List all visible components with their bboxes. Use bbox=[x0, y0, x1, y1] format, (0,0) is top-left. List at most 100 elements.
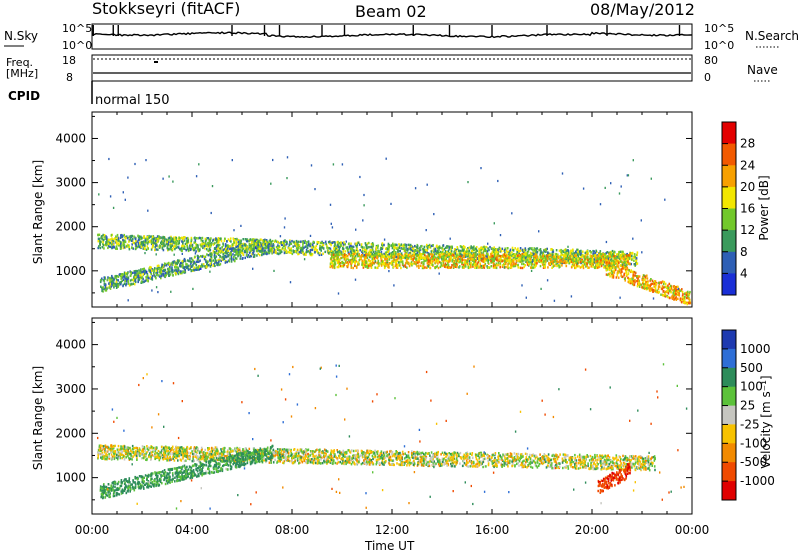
heatmap-cell bbox=[109, 281, 111, 284]
heatmap-cell bbox=[506, 251, 509, 254]
heatmap-cell bbox=[616, 272, 619, 275]
heatmap-cell bbox=[599, 256, 602, 259]
heatmap-cell bbox=[380, 253, 383, 256]
heatmap-cell bbox=[120, 244, 123, 247]
heatmap-cell bbox=[162, 242, 165, 245]
heatmap-cell bbox=[203, 255, 205, 258]
heatmap-cell bbox=[285, 250, 288, 254]
heatmap-cell bbox=[431, 253, 434, 257]
heatmap-cell bbox=[600, 260, 602, 264]
heatmap-cell bbox=[123, 244, 126, 247]
heatmap-cell bbox=[98, 237, 101, 241]
heatmap-cell bbox=[148, 277, 150, 280]
heatmap-cell bbox=[466, 250, 469, 253]
heatmap-cell bbox=[238, 241, 241, 244]
heatmap-cell bbox=[325, 242, 327, 246]
heatmap-cell bbox=[167, 239, 169, 242]
heatmap-cell bbox=[514, 264, 517, 268]
heatmap-cell bbox=[110, 243, 113, 246]
heatmap-cell bbox=[305, 243, 308, 246]
heatmap-cell bbox=[392, 252, 395, 256]
heatmap-cell bbox=[150, 241, 153, 244]
heatmap-cell bbox=[616, 259, 618, 262]
heatmap-cell bbox=[186, 243, 188, 246]
heatmap-cell bbox=[531, 247, 533, 250]
heatmap-cell bbox=[450, 255, 452, 259]
heatmap-cell bbox=[177, 240, 179, 243]
heatmap-cell bbox=[188, 259, 190, 263]
heatmap-cell bbox=[144, 239, 147, 242]
heatmap-cell bbox=[555, 252, 557, 256]
heatmap-cell bbox=[314, 251, 316, 254]
freq-label: Freq. bbox=[6, 56, 33, 69]
heatmap-cell bbox=[606, 251, 608, 254]
heatmap-cell bbox=[523, 249, 526, 252]
heatmap-cell bbox=[377, 246, 379, 249]
heatmap-cell bbox=[512, 259, 514, 263]
heatmap-cell bbox=[628, 254, 630, 257]
heatmap-cell bbox=[514, 247, 516, 250]
heatmap-cell bbox=[467, 247, 469, 250]
heatmap-cell bbox=[452, 253, 454, 257]
heatmap-cell bbox=[186, 265, 188, 269]
heatmap-cell bbox=[439, 265, 442, 269]
heatmap-cell bbox=[307, 244, 309, 247]
heatmap-cell bbox=[434, 260, 437, 263]
heatmap-cell bbox=[400, 247, 402, 250]
heatmap-cell bbox=[345, 261, 348, 264]
heatmap-cell bbox=[101, 277, 103, 280]
heatmap-cell bbox=[526, 252, 529, 255]
heatmap-cell bbox=[182, 240, 184, 244]
heatmap-cell bbox=[186, 244, 188, 248]
heatmap-cell bbox=[369, 252, 372, 256]
heatmap-cell bbox=[459, 265, 461, 268]
heatmap-cell bbox=[669, 289, 672, 292]
heatmap-cell bbox=[329, 242, 331, 245]
heatmap-cell bbox=[455, 262, 457, 266]
heatmap-cell bbox=[492, 264, 495, 268]
heatmap-cell bbox=[355, 243, 357, 247]
heatmap-cell bbox=[301, 248, 304, 252]
heatmap-cell bbox=[160, 240, 163, 243]
heatmap-cell bbox=[102, 279, 105, 282]
heatmap-cell bbox=[102, 244, 105, 247]
heatmap-cell bbox=[365, 256, 367, 259]
heatmap-cell bbox=[614, 261, 616, 264]
heatmap-cell bbox=[517, 263, 519, 267]
heatmap-cell bbox=[161, 242, 163, 246]
heatmap-cell bbox=[463, 264, 466, 268]
heatmap-cell bbox=[221, 258, 224, 261]
heatmap-cell bbox=[585, 265, 587, 268]
heatmap-cell bbox=[348, 253, 350, 256]
heatmap-cell bbox=[547, 254, 550, 257]
heatmap-cell bbox=[634, 255, 636, 259]
heatmap-cell bbox=[340, 253, 343, 256]
heatmap-cell bbox=[336, 244, 339, 247]
heatmap-cell bbox=[171, 271, 174, 274]
heatmap-cell bbox=[565, 264, 568, 268]
heatmap-cell bbox=[468, 266, 471, 269]
heatmap-cell bbox=[340, 241, 342, 244]
heatmap-cell bbox=[391, 263, 393, 266]
heatmap-cell bbox=[437, 246, 439, 250]
heatmap-cell bbox=[395, 250, 397, 254]
heatmap-cell bbox=[402, 244, 404, 247]
heatmap-cell bbox=[418, 251, 421, 254]
heatmap-cell bbox=[375, 248, 377, 251]
heatmap-cell bbox=[551, 248, 553, 251]
heatmap-cell bbox=[341, 262, 344, 265]
heatmap-cell bbox=[212, 259, 215, 262]
heatmap-cell bbox=[538, 258, 541, 261]
heatmap-cell bbox=[118, 242, 120, 246]
heatmap-cell bbox=[470, 254, 473, 258]
heatmap-cell bbox=[265, 243, 268, 247]
heatmap-cell bbox=[530, 255, 533, 258]
heatmap-cell bbox=[414, 244, 416, 248]
heatmap-cell bbox=[613, 255, 615, 258]
heatmap-cell bbox=[214, 264, 216, 268]
heatmap-cell bbox=[550, 262, 553, 265]
heatmap-cell bbox=[154, 242, 156, 245]
heatmap-cell bbox=[560, 253, 562, 256]
heatmap-cell bbox=[456, 247, 459, 250]
heatmap-cell bbox=[489, 255, 492, 258]
